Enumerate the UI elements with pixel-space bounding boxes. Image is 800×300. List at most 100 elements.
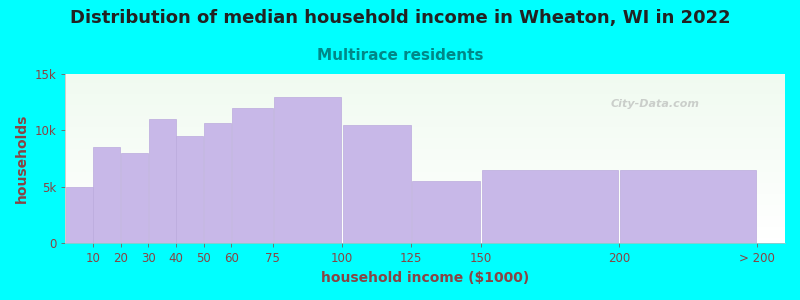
Bar	[66, 80, 785, 81]
Bar	[66, 125, 785, 126]
Bar	[66, 77, 785, 78]
Bar	[66, 97, 785, 98]
Bar	[66, 155, 785, 156]
Bar	[66, 102, 785, 103]
Bar	[66, 169, 785, 170]
Bar	[66, 199, 785, 200]
Bar	[66, 221, 785, 222]
Bar	[66, 99, 785, 100]
Bar	[66, 136, 785, 137]
Bar	[66, 96, 785, 97]
Bar	[94, 147, 121, 243]
Bar	[66, 75, 785, 76]
Bar	[66, 153, 785, 154]
Bar	[66, 186, 785, 187]
Bar	[66, 204, 785, 205]
Bar	[66, 214, 785, 215]
Bar	[66, 242, 785, 243]
Bar	[66, 131, 785, 132]
Bar	[66, 200, 785, 201]
Bar	[66, 124, 785, 125]
Bar	[149, 119, 176, 243]
Bar	[66, 157, 785, 158]
Bar	[66, 162, 785, 163]
Bar	[66, 198, 785, 199]
Bar	[66, 160, 785, 161]
Bar	[66, 173, 785, 174]
Bar	[482, 170, 618, 243]
Bar	[66, 239, 785, 240]
Bar	[66, 104, 785, 105]
Bar	[66, 240, 785, 241]
Bar	[66, 115, 785, 116]
Bar	[66, 122, 785, 123]
Bar	[66, 148, 785, 149]
Bar	[66, 235, 785, 236]
Bar	[66, 130, 785, 131]
Bar	[66, 213, 785, 214]
Bar	[66, 202, 785, 203]
Bar	[66, 74, 785, 75]
Bar	[66, 238, 785, 239]
Bar	[66, 98, 785, 99]
Bar	[66, 233, 785, 234]
Bar	[66, 188, 785, 189]
Bar	[274, 97, 342, 243]
Bar	[66, 117, 785, 118]
Bar	[66, 208, 785, 209]
Text: Distribution of median household income in Wheaton, WI in 2022: Distribution of median household income …	[70, 9, 730, 27]
Bar	[66, 95, 785, 96]
Bar	[121, 153, 148, 243]
Bar	[66, 101, 785, 102]
Bar	[66, 88, 785, 89]
Bar	[66, 180, 785, 181]
Bar	[66, 236, 785, 237]
Bar	[66, 144, 785, 145]
Bar	[204, 123, 231, 243]
Bar	[66, 205, 785, 206]
Bar	[66, 191, 785, 192]
Bar	[66, 161, 785, 162]
Bar	[66, 230, 785, 231]
Bar	[66, 159, 785, 160]
Bar	[66, 105, 785, 106]
Bar	[66, 86, 785, 87]
Bar	[66, 141, 785, 142]
Bar	[66, 197, 785, 198]
Bar	[66, 113, 785, 114]
Bar	[66, 218, 785, 219]
Bar	[66, 183, 785, 184]
Bar	[620, 170, 756, 243]
Bar	[66, 227, 785, 228]
Bar	[66, 201, 785, 202]
Bar	[343, 125, 410, 243]
Bar	[66, 138, 785, 139]
Bar	[66, 187, 93, 243]
Bar	[66, 158, 785, 159]
Bar	[66, 111, 785, 112]
Bar	[66, 172, 785, 173]
Bar	[66, 132, 785, 133]
Bar	[66, 215, 785, 216]
Bar	[66, 194, 785, 195]
Bar	[66, 92, 785, 93]
Bar	[66, 147, 785, 148]
Bar	[66, 119, 785, 120]
Bar	[66, 232, 785, 233]
Bar	[66, 220, 785, 221]
Bar	[66, 207, 785, 208]
Bar	[66, 143, 785, 144]
Bar	[66, 106, 785, 107]
Text: Multirace residents: Multirace residents	[317, 48, 483, 63]
Bar	[66, 237, 785, 238]
Bar	[66, 195, 785, 196]
Bar	[66, 203, 785, 204]
Bar	[66, 166, 785, 167]
Bar	[66, 234, 785, 235]
Bar	[66, 152, 785, 153]
Bar	[66, 134, 785, 135]
Bar	[66, 140, 785, 141]
Bar	[66, 217, 785, 218]
Bar	[66, 226, 785, 227]
Bar	[66, 121, 785, 122]
